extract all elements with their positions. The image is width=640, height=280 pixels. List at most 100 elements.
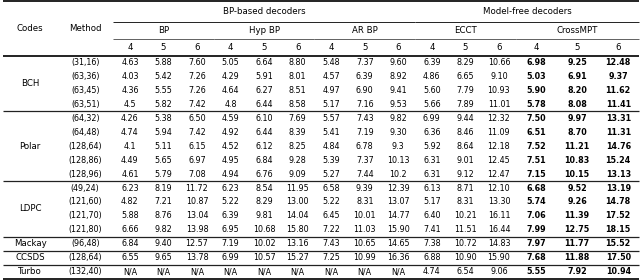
Text: 9.30: 9.30 bbox=[390, 128, 407, 137]
Text: 5.03: 5.03 bbox=[527, 72, 546, 81]
Text: 10.21: 10.21 bbox=[454, 211, 477, 220]
Text: 10.90: 10.90 bbox=[454, 253, 477, 262]
Text: 12.48: 12.48 bbox=[605, 58, 631, 67]
Text: Hyp BP: Hyp BP bbox=[248, 26, 280, 35]
Text: 4.61: 4.61 bbox=[121, 170, 139, 179]
Text: 13.04: 13.04 bbox=[186, 211, 208, 220]
Text: 15.27: 15.27 bbox=[286, 253, 309, 262]
Text: 4.95: 4.95 bbox=[221, 156, 239, 165]
Text: 8.58: 8.58 bbox=[289, 100, 307, 109]
Text: 5.82: 5.82 bbox=[155, 100, 172, 109]
Text: 6: 6 bbox=[496, 43, 502, 52]
Text: (49,24): (49,24) bbox=[71, 184, 100, 193]
Text: 10.72: 10.72 bbox=[454, 239, 477, 248]
Text: 8.19: 8.19 bbox=[155, 184, 172, 193]
Text: 9.44: 9.44 bbox=[456, 114, 474, 123]
Text: 6.39: 6.39 bbox=[221, 211, 239, 220]
Text: 5.92: 5.92 bbox=[423, 142, 441, 151]
Text: 6.54: 6.54 bbox=[456, 267, 474, 276]
Text: 7.19: 7.19 bbox=[221, 239, 239, 248]
Text: 4.03: 4.03 bbox=[121, 72, 139, 81]
Text: 17.50: 17.50 bbox=[605, 253, 631, 262]
Text: (121,70): (121,70) bbox=[68, 211, 102, 220]
Text: AR BP: AR BP bbox=[352, 26, 378, 35]
Text: 10.2: 10.2 bbox=[390, 170, 407, 179]
Text: 6.64: 6.64 bbox=[255, 58, 273, 67]
Text: 5.11: 5.11 bbox=[155, 142, 172, 151]
Text: 7.42: 7.42 bbox=[188, 100, 206, 109]
Text: LDPC: LDPC bbox=[19, 204, 42, 213]
Text: (128,86): (128,86) bbox=[68, 156, 102, 165]
Text: 6.99: 6.99 bbox=[221, 253, 239, 262]
Text: N/A: N/A bbox=[324, 267, 339, 276]
Text: 9.06: 9.06 bbox=[490, 267, 508, 276]
Text: 8.80: 8.80 bbox=[289, 58, 307, 67]
Text: 12.45: 12.45 bbox=[488, 156, 510, 165]
Text: BP-based decoders: BP-based decoders bbox=[223, 7, 305, 16]
Text: 10.66: 10.66 bbox=[488, 58, 510, 67]
Text: 9.60: 9.60 bbox=[390, 58, 407, 67]
Text: 5.90: 5.90 bbox=[527, 86, 546, 95]
Text: 7.15: 7.15 bbox=[527, 170, 546, 179]
Text: 11.95: 11.95 bbox=[286, 184, 309, 193]
Text: 5: 5 bbox=[463, 43, 468, 52]
Text: ECCT: ECCT bbox=[454, 26, 477, 35]
Text: 6.44: 6.44 bbox=[255, 100, 273, 109]
Text: 6.13: 6.13 bbox=[423, 184, 440, 193]
Text: 12.57: 12.57 bbox=[186, 239, 209, 248]
Text: Polar: Polar bbox=[20, 142, 41, 151]
Text: (128,64): (128,64) bbox=[68, 253, 102, 262]
Text: 14.65: 14.65 bbox=[387, 239, 410, 248]
Text: 6.66: 6.66 bbox=[121, 225, 139, 234]
Text: 7.38: 7.38 bbox=[423, 239, 441, 248]
Text: 7.99: 7.99 bbox=[527, 225, 546, 234]
Text: 11.88: 11.88 bbox=[564, 253, 590, 262]
Text: 7.26: 7.26 bbox=[188, 72, 206, 81]
Text: 7.97: 7.97 bbox=[527, 239, 546, 248]
Text: CCSDS: CCSDS bbox=[15, 253, 45, 262]
Text: Codes: Codes bbox=[17, 24, 44, 33]
Text: 5.05: 5.05 bbox=[221, 58, 239, 67]
Text: Model-free decoders: Model-free decoders bbox=[483, 7, 572, 16]
Text: 6.90: 6.90 bbox=[356, 86, 374, 95]
Text: 8.08: 8.08 bbox=[567, 100, 587, 109]
Text: 5.48: 5.48 bbox=[323, 58, 340, 67]
Text: 6: 6 bbox=[616, 43, 621, 52]
Text: 9.82: 9.82 bbox=[389, 114, 407, 123]
Text: 8.76: 8.76 bbox=[155, 211, 172, 220]
Text: 7.16: 7.16 bbox=[356, 100, 374, 109]
Text: 4: 4 bbox=[328, 43, 334, 52]
Text: 5.94: 5.94 bbox=[155, 128, 172, 137]
Text: 4.26: 4.26 bbox=[121, 114, 139, 123]
Text: 5.42: 5.42 bbox=[155, 72, 172, 81]
Text: 6.45: 6.45 bbox=[323, 211, 340, 220]
Text: 6.23: 6.23 bbox=[121, 184, 139, 193]
Text: 14.83: 14.83 bbox=[488, 239, 510, 248]
Text: 4.82: 4.82 bbox=[121, 197, 139, 206]
Text: 7.22: 7.22 bbox=[323, 225, 340, 234]
Text: 6.98: 6.98 bbox=[526, 58, 546, 67]
Text: 10.99: 10.99 bbox=[353, 253, 376, 262]
Text: (121,60): (121,60) bbox=[68, 197, 102, 206]
Text: 7.19: 7.19 bbox=[356, 128, 374, 137]
Text: 11.51: 11.51 bbox=[454, 225, 477, 234]
Text: 4.74: 4.74 bbox=[423, 267, 441, 276]
Text: 9.53: 9.53 bbox=[389, 100, 407, 109]
Text: 6: 6 bbox=[396, 43, 401, 52]
Text: 7.79: 7.79 bbox=[456, 86, 474, 95]
Text: 5.22: 5.22 bbox=[221, 197, 239, 206]
Text: 5.27: 5.27 bbox=[323, 170, 340, 179]
Text: 11.03: 11.03 bbox=[353, 225, 376, 234]
Text: 9.10: 9.10 bbox=[490, 72, 508, 81]
Text: 13.31: 13.31 bbox=[605, 114, 631, 123]
Text: 4.5: 4.5 bbox=[124, 100, 136, 109]
Text: 6.50: 6.50 bbox=[188, 114, 206, 123]
Text: 7.26: 7.26 bbox=[188, 86, 206, 95]
Text: 6.84: 6.84 bbox=[255, 156, 273, 165]
Text: 9.37: 9.37 bbox=[609, 72, 628, 81]
Text: 15.52: 15.52 bbox=[605, 239, 631, 248]
Text: 9.82: 9.82 bbox=[155, 225, 172, 234]
Text: 5.39: 5.39 bbox=[323, 156, 340, 165]
Text: N/A: N/A bbox=[358, 267, 372, 276]
Text: 11.77: 11.77 bbox=[564, 239, 590, 248]
